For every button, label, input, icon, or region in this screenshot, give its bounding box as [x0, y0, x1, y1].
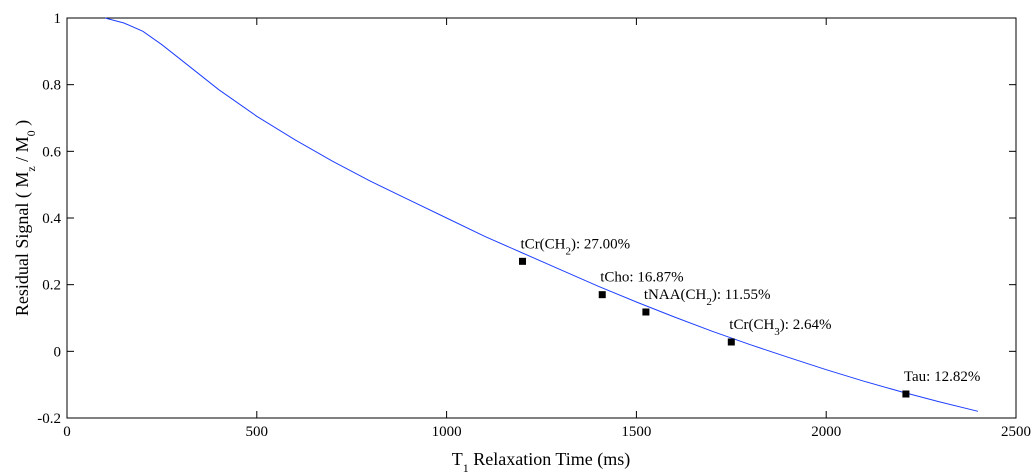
x-tick-label: 500: [246, 424, 269, 440]
y-tick-label: -0.2: [37, 411, 61, 427]
y-tick-label: 0.6: [42, 144, 61, 160]
x-tick-label: 1000: [432, 424, 462, 440]
residual-signal-line: [104, 17, 979, 412]
y-tick-label: 0.2: [42, 278, 61, 294]
data-point-marker: [902, 390, 910, 398]
y-tick-label: 0.8: [42, 78, 61, 94]
data-point-marker: [727, 338, 735, 346]
y-tick-label: 0: [54, 344, 62, 360]
data-point-marker: [598, 291, 606, 299]
y-tick-label: 0.4: [42, 211, 61, 227]
marker-group: tCr(CH2): 27.00% tCho: 16.87%tNAA(CH2): 1…: [519, 236, 980, 398]
x-axis-label: T1 Relaxation Time (ms): [452, 449, 631, 474]
axis-ticks: 0 500 1000 1500 2000 2500-0.200.20.40.60.81: [37, 11, 1031, 440]
data-point-marker: [519, 257, 527, 265]
data-point-marker: [642, 308, 650, 316]
y-tick-label: 1: [54, 11, 62, 27]
y-axis-label: Residual Signal ( Mz / M0 ): [12, 120, 38, 316]
marker-label: tCho: 16.87%: [600, 270, 683, 286]
x-tick-label: 0: [63, 424, 71, 440]
x-tick-label: 2500: [1001, 424, 1031, 440]
plot-frame: [66, 17, 1017, 419]
marker-label: tNAA(CH2): 11.55%: [644, 287, 771, 308]
x-tick-label: 1500: [621, 424, 651, 440]
marker-label: tCr(CH2): 27.00%: [521, 236, 631, 257]
marker-label: tCr(CH3): 2.64%: [729, 317, 831, 338]
marker-label: Tau: 12.82%: [904, 369, 980, 385]
x-tick-label: 2000: [811, 424, 841, 440]
